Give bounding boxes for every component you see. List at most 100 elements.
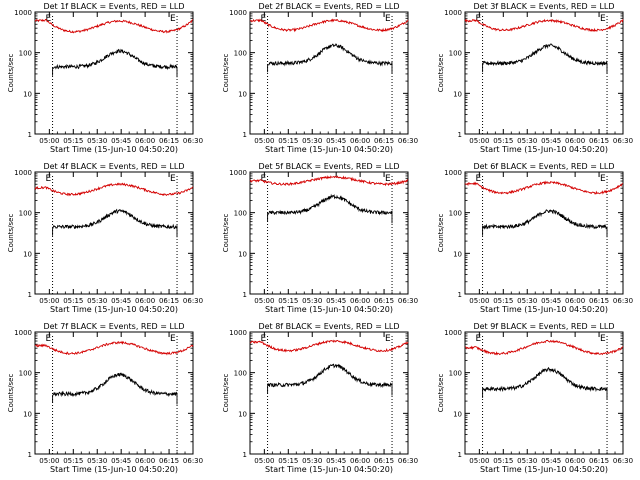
chart-title: Det 2f BLACK = Events, RED = LLD — [258, 2, 399, 11]
x-axis-label: Start Time (15-Jun-10 04:50:20) — [480, 465, 608, 474]
time-marker-label: E — [476, 334, 482, 344]
y-axis-label: Counts/sec — [7, 214, 15, 253]
time-marker-label: E — [600, 14, 606, 24]
series-events-line — [482, 209, 608, 238]
x-tick-label: 06:30 — [183, 137, 203, 145]
x-tick-label: 06:30 — [613, 137, 633, 145]
series-events-line — [52, 208, 178, 238]
y-tick-label: 10 — [238, 90, 247, 98]
x-tick-label: 06:15 — [374, 457, 394, 465]
x-tick-label: 06:30 — [613, 297, 633, 305]
x-tick-label: 06:15 — [374, 137, 394, 145]
x-axis-label: Start Time (15-Jun-10 04:50:20) — [265, 305, 393, 314]
y-tick-label: 100 — [449, 50, 462, 58]
x-tick-label: 05:30 — [517, 297, 537, 305]
x-tick-label: 06:00 — [565, 137, 585, 145]
series-lld-line — [34, 340, 194, 356]
y-axis-label: Counts/sec — [222, 214, 230, 253]
y-tick-label: 1000 — [14, 9, 32, 17]
x-tick-label: 05:45 — [541, 137, 561, 145]
x-tick-label: 05:00 — [254, 137, 274, 145]
x-tick-label: 05:15 — [278, 137, 298, 145]
chart-title: Det 1f BLACK = Events, RED = LLD — [43, 2, 184, 11]
y-tick-label: 1000 — [14, 169, 32, 177]
panel-det-2: Det 2f BLACK = Events, RED = LLD Counts/s… — [222, 2, 418, 154]
series-lld-line — [249, 18, 409, 33]
series-events-line — [267, 193, 393, 224]
y-tick-label: 1000 — [229, 329, 247, 337]
plot-frame — [34, 11, 194, 135]
y-tick-label: 10 — [453, 250, 462, 258]
time-marker-label: E — [261, 334, 267, 344]
x-tick-label: 05:45 — [111, 137, 131, 145]
x-tick-label: 05:00 — [39, 297, 59, 305]
x-tick-label: 06:30 — [398, 457, 418, 465]
y-tick-label: 1000 — [229, 169, 247, 177]
x-tick-label: 05:30 — [302, 457, 322, 465]
x-tick-label: 06:15 — [159, 297, 179, 305]
x-tick-label: 05:45 — [326, 457, 346, 465]
chart-title: Det 4f BLACK = Events, RED = LLD — [43, 162, 184, 171]
y-tick-label: 1 — [243, 291, 247, 299]
x-axis-label: Start Time (15-Jun-10 04:50:20) — [480, 305, 608, 314]
y-tick-label: 10 — [238, 250, 247, 258]
x-tick-label: 06:00 — [350, 297, 370, 305]
y-axis-label: Counts/sec — [7, 374, 15, 413]
time-marker-label: E — [170, 174, 176, 184]
chart-title: Det 5f BLACK = Events, RED = LLD — [258, 162, 399, 171]
y-tick-label: 100 — [19, 210, 32, 218]
x-tick-label: 05:45 — [326, 137, 346, 145]
x-tick-label: 05:15 — [493, 457, 513, 465]
x-tick-label: 06:00 — [135, 457, 155, 465]
x-tick-label: 05:00 — [39, 137, 59, 145]
y-axis-label: Counts/sec — [437, 54, 445, 93]
panel-det-7: Det 7f BLACK = Events, RED = LLD Counts/s… — [7, 322, 203, 474]
y-tick-label: 1 — [243, 451, 247, 459]
x-tick-label: 05:45 — [541, 457, 561, 465]
x-tick-label: 05:30 — [87, 297, 107, 305]
panel-det-5: Det 5f BLACK = Events, RED = LLD Counts/s… — [222, 162, 418, 314]
x-tick-label: 06:30 — [398, 137, 418, 145]
x-axis-label: Start Time (15-Jun-10 04:50:20) — [50, 145, 178, 154]
x-tick-label: 05:45 — [111, 297, 131, 305]
series-lld-line — [249, 175, 409, 187]
x-tick-label: 05:00 — [469, 457, 489, 465]
chart-title: Det 6f BLACK = Events, RED = LLD — [473, 162, 614, 171]
time-marker-label: E — [46, 174, 52, 184]
y-tick-label: 10 — [23, 90, 32, 98]
series-events-line — [52, 48, 178, 78]
series-lld-line — [34, 182, 194, 197]
x-tick-label: 06:15 — [589, 457, 609, 465]
y-tick-label: 10 — [453, 410, 462, 418]
y-tick-label: 1000 — [444, 9, 462, 17]
x-tick-label: 06:30 — [183, 457, 203, 465]
y-tick-label: 1 — [28, 131, 32, 139]
time-marker-label: E — [385, 174, 391, 184]
x-tick-label: 05:15 — [493, 297, 513, 305]
y-axis-label: Counts/sec — [222, 54, 230, 93]
time-marker-label: E — [385, 14, 391, 24]
time-marker-label: E — [261, 174, 267, 184]
series-events-line — [482, 366, 608, 400]
panel-det-6: Det 6f BLACK = Events, RED = LLD Counts/s… — [437, 162, 633, 314]
plot-frame — [249, 11, 409, 135]
plot-frame — [464, 171, 624, 295]
panel-det-3: Det 3f BLACK = Events, RED = LLD Counts/s… — [437, 2, 633, 154]
y-axis-label: Counts/sec — [437, 374, 445, 413]
x-tick-label: 06:30 — [183, 297, 203, 305]
panel-det-1: Det 1f BLACK = Events, RED = LLD Counts/s… — [7, 2, 203, 154]
y-axis-label: Counts/sec — [7, 54, 15, 93]
series-lld-line — [249, 339, 409, 353]
time-marker-label: E — [385, 334, 391, 344]
series-events-line — [267, 363, 393, 396]
time-marker-label: E — [476, 174, 482, 184]
y-tick-label: 10 — [23, 410, 32, 418]
plot-frame — [464, 331, 624, 455]
plot-frame — [249, 171, 409, 295]
y-tick-label: 1000 — [14, 329, 32, 337]
x-tick-label: 05:30 — [517, 457, 537, 465]
panel-det-4: Det 4f BLACK = Events, RED = LLD Counts/s… — [7, 162, 203, 314]
y-tick-label: 1 — [28, 451, 32, 459]
y-tick-label: 100 — [234, 370, 247, 378]
time-marker-label: E — [46, 14, 52, 24]
